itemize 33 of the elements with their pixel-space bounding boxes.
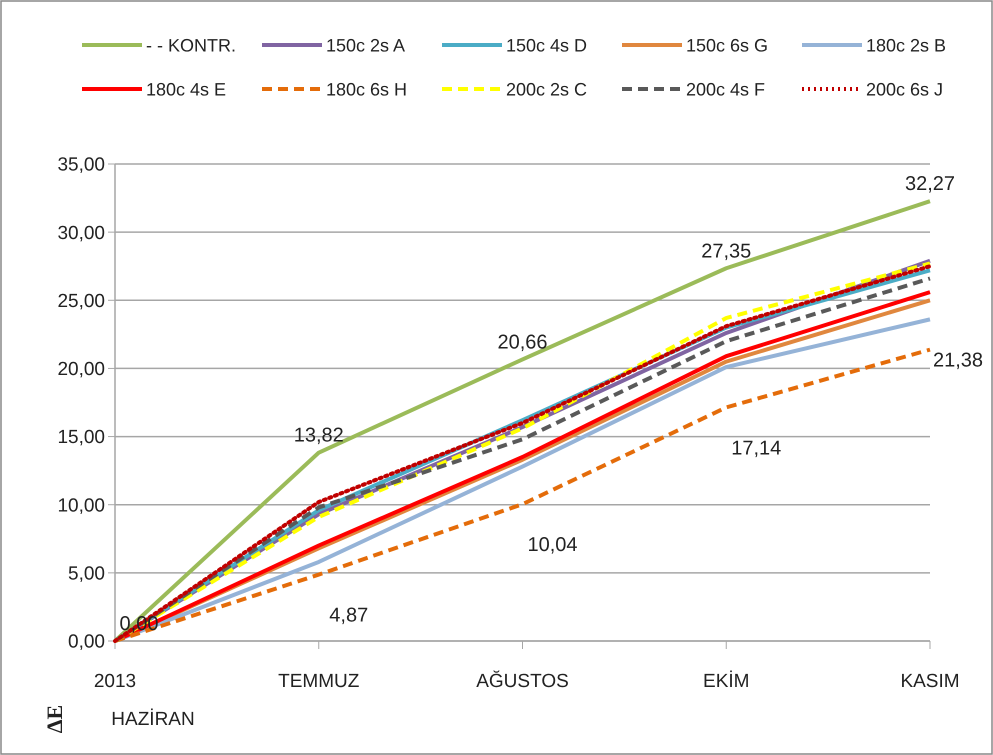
- data-label: 20,66: [497, 331, 548, 354]
- data-label: 4,87: [329, 604, 368, 627]
- y-tick-label: 35,00: [57, 154, 105, 176]
- legend-label: 150c 6s G: [686, 35, 768, 56]
- legend-label: 150c 2s A: [326, 35, 406, 56]
- legend-label: 180c 4s E: [146, 79, 226, 100]
- x-tick-label: EKİM: [703, 670, 750, 692]
- y-tick-label: 10,00: [57, 495, 105, 516]
- x-tick-label: 2013 HAZİRAN: [94, 671, 195, 730]
- y-tick-label: 15,00: [57, 427, 105, 448]
- y-tick-label: 20,00: [57, 359, 105, 380]
- legend-label: 150c 4s D: [506, 35, 588, 56]
- legend-label: 200c 4s F: [686, 79, 766, 100]
- data-label: 10,04: [527, 534, 578, 556]
- legend-label: 200c 2s C: [506, 79, 588, 100]
- data-label: 13,82: [294, 424, 344, 447]
- y-tick-label: 0,00: [68, 632, 105, 653]
- data-label: 0,00: [120, 613, 158, 635]
- y-axis-title: ΔE: [42, 704, 67, 734]
- legend-label: 180c 6s H: [326, 79, 408, 100]
- x-tick-label: TEMMUZ: [278, 671, 360, 692]
- data-label: 27,35: [701, 240, 752, 262]
- legend-label: 180c 2s B: [866, 35, 946, 56]
- data-label: 21,38: [932, 350, 984, 372]
- data-label: 32,27: [904, 173, 956, 196]
- legend-label: 200c 6s J: [866, 79, 944, 100]
- y-tick-label: 5,00: [68, 564, 105, 585]
- x-tick-label: KASIM: [900, 671, 960, 692]
- y-tick-label: 30,00: [57, 222, 105, 244]
- legend-label: - - KONTR.: [146, 35, 236, 56]
- x-tick-label: AĞUSTOS: [476, 670, 569, 692]
- y-tick-label: 25,00: [57, 290, 105, 312]
- data-label: 17,14: [731, 437, 782, 460]
